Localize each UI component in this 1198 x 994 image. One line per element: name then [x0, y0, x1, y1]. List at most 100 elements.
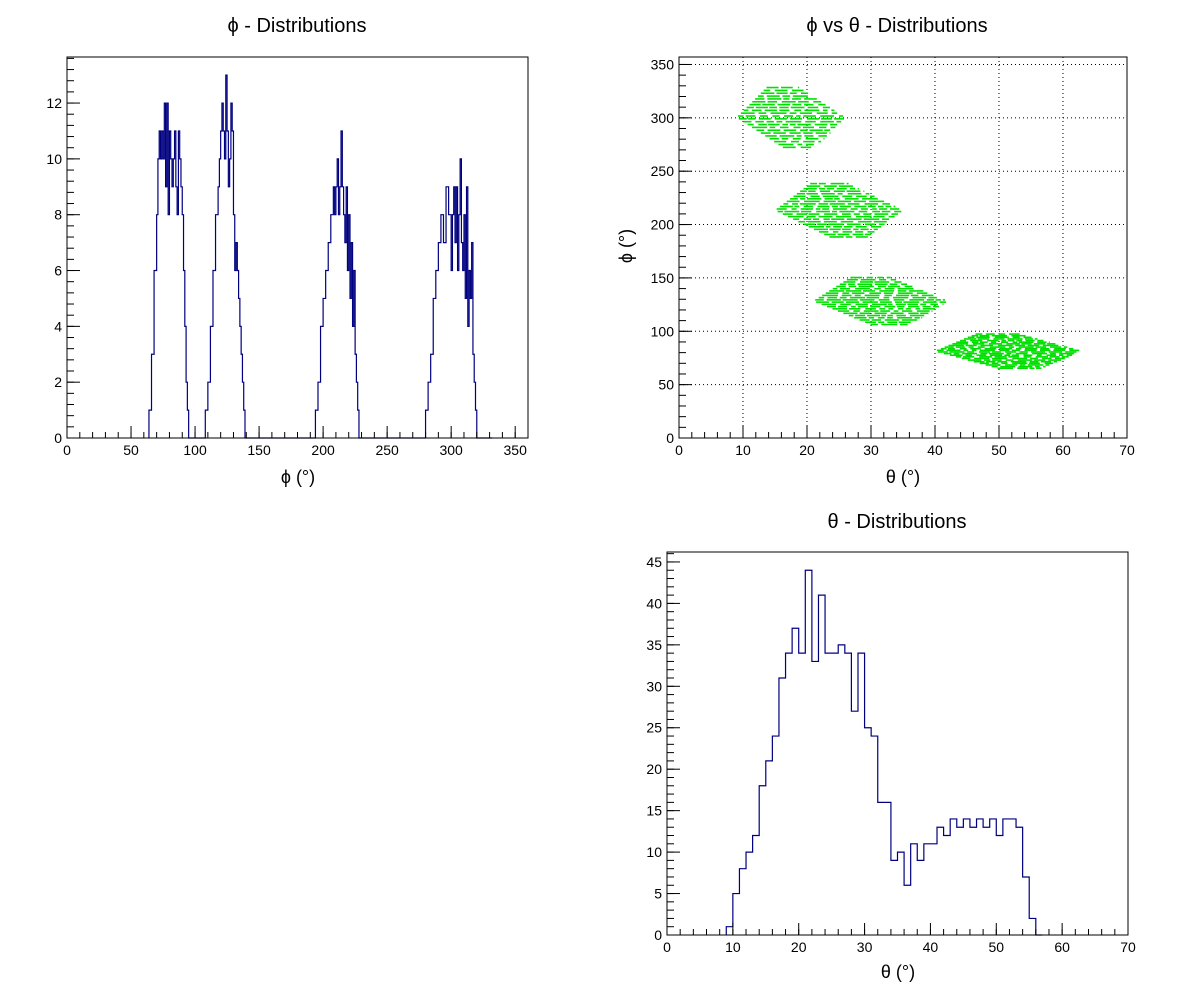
scatter-point	[842, 195, 853, 198]
scatter-point	[806, 118, 820, 120]
scatter-point	[837, 200, 852, 203]
scatter-point	[903, 301, 920, 303]
scatter-point	[833, 190, 845, 193]
scatter-point	[803, 218, 812, 220]
scatter-point	[824, 129, 831, 132]
scatter-point	[800, 198, 806, 200]
scatter-point	[939, 301, 947, 303]
scatter-point	[821, 118, 833, 120]
scatter-point	[959, 347, 967, 350]
scatter-point	[868, 316, 875, 319]
scatter-point	[843, 312, 858, 315]
scatter-point	[878, 321, 885, 324]
scatter-point	[998, 333, 1006, 335]
scatter-point	[977, 338, 989, 340]
theta-y-tick-label: 15	[646, 803, 662, 819]
scatter-point	[808, 213, 820, 215]
scatter-point	[873, 220, 887, 223]
scatter-point	[991, 357, 1008, 360]
scatter-point	[803, 140, 815, 143]
scatter-point	[840, 220, 854, 223]
scatter-point	[853, 228, 859, 231]
scatter-point	[1015, 352, 1028, 355]
scatter-point	[740, 112, 755, 114]
scatter-point	[792, 203, 798, 205]
scatter-point	[864, 294, 880, 297]
scatter-y-tick-label: 50	[658, 377, 674, 393]
scatter-point	[862, 198, 878, 200]
phi-x-tick-label: 350	[504, 442, 528, 458]
phi-histogram-chart: ϕ - Distributions 0 50 100 150 200 250 300 350 …	[46, 15, 529, 487]
scatter-point	[869, 200, 885, 203]
theta-y-tick-label: 35	[646, 637, 662, 653]
scatter-point	[865, 321, 876, 324]
scatter-point	[837, 192, 843, 195]
scatter-point	[896, 294, 910, 297]
scatter-point	[762, 103, 775, 106]
scatter-point	[806, 192, 818, 195]
scatter-point	[791, 208, 797, 210]
scatter-point	[767, 100, 778, 103]
scatter-point	[756, 129, 765, 132]
scatter-point	[992, 359, 1002, 361]
scatter-point	[979, 356, 993, 358]
scatter-point	[850, 276, 863, 279]
scatter-point	[778, 143, 794, 146]
scatter-point	[1058, 354, 1064, 357]
scatter-point	[806, 215, 816, 218]
scatter-point	[858, 210, 868, 213]
scatter-point	[860, 228, 869, 231]
scatter-y-tick-label: 0	[666, 430, 674, 446]
scatter-point	[883, 292, 894, 294]
scatter-point	[1011, 354, 1019, 357]
phi-x-tick-label: 100	[183, 442, 207, 458]
phi-chart-title: ϕ - Distributions	[227, 15, 366, 37]
scatter-point	[884, 287, 895, 290]
scatter-point	[971, 334, 979, 337]
scatter-point	[1001, 362, 1008, 365]
scatter-point	[855, 303, 868, 306]
scatter-point	[776, 208, 787, 210]
scatter-point	[1043, 365, 1046, 368]
scatter-point	[892, 296, 909, 299]
theta-plot-frame	[666, 551, 1129, 936]
scatter-point	[836, 285, 846, 288]
scatter-point	[871, 319, 881, 321]
scatter-point	[821, 303, 837, 306]
scatter-point	[816, 301, 829, 303]
scatter-point	[797, 143, 803, 146]
scatter-point	[993, 338, 1005, 340]
scatter-point	[798, 220, 806, 223]
scatter-point	[887, 321, 898, 324]
scatter-point	[822, 195, 839, 198]
scatter-point	[792, 98, 801, 100]
scatter-point	[1044, 362, 1054, 365]
scatter-point	[888, 303, 893, 306]
scatter-point	[796, 135, 802, 137]
scatter-point	[963, 338, 977, 340]
scatter-point	[815, 132, 827, 134]
scatter-point	[878, 223, 885, 226]
scatter-point	[842, 231, 853, 233]
scatter-point	[794, 109, 802, 112]
scatter-point	[858, 220, 872, 223]
scatter-point	[859, 312, 871, 315]
scatter-point	[1033, 359, 1046, 361]
scatter-point	[862, 290, 876, 292]
scatter-point	[856, 195, 867, 198]
scatter-point	[908, 290, 924, 292]
scatter-point	[880, 310, 891, 312]
scatter-point	[991, 362, 999, 365]
scatter-point	[748, 118, 756, 120]
scatter-point	[843, 225, 853, 228]
scatter-point	[898, 308, 904, 310]
scatter-point	[965, 354, 972, 357]
scatter-point	[745, 115, 756, 117]
scatter-point	[901, 283, 907, 286]
scatter-point	[831, 109, 835, 112]
scatter-point	[1018, 365, 1033, 368]
scatter-point	[920, 312, 929, 315]
scatter-point	[814, 123, 828, 126]
scatter-point	[886, 276, 891, 279]
scatter-point	[884, 319, 899, 321]
